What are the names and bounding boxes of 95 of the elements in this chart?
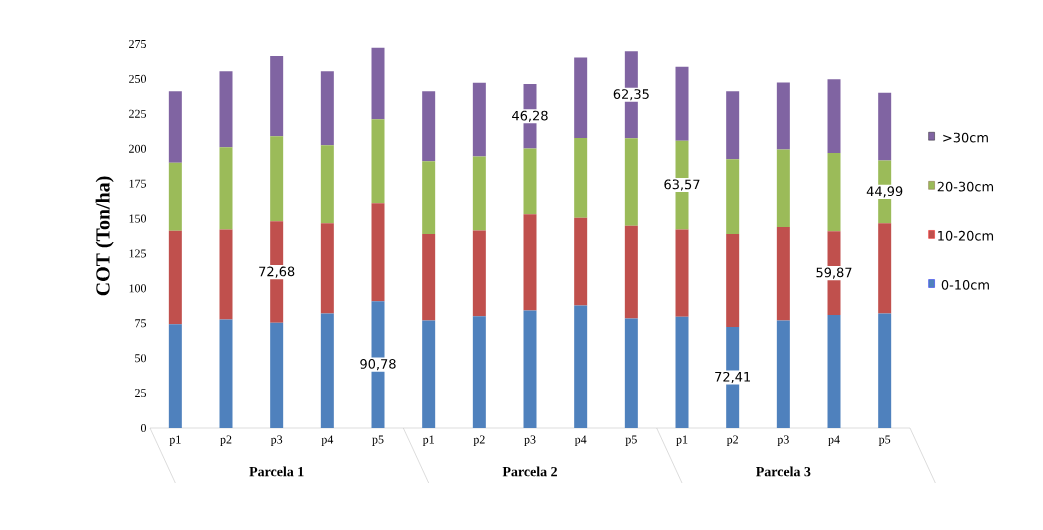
legend-label: 10-20cm [938, 230, 994, 241]
bar [320, 313, 334, 428]
y-tick-label: 50 [135, 354, 147, 363]
bar [776, 320, 790, 428]
bar [422, 234, 436, 321]
bar [168, 230, 182, 325]
text: Parcela 2 [502, 466, 557, 477]
bar [776, 227, 790, 321]
x-tick-label: p2 [220, 435, 232, 446]
bar [320, 71, 334, 146]
y-tick-label: 275 [129, 39, 147, 49]
x-tick-label: p5 [372, 435, 384, 446]
bar [624, 138, 638, 226]
y-tick-label: 175 [129, 179, 147, 188]
data-label: 90,78 [360, 359, 396, 371]
bar [472, 230, 486, 317]
bar [726, 234, 740, 327]
data-label: 72,41 [715, 371, 751, 383]
bar [219, 147, 233, 230]
x-tick-label: p3 [777, 435, 789, 446]
bar [776, 82, 790, 150]
bar [878, 92, 892, 161]
bar [219, 229, 233, 320]
bar [878, 313, 892, 428]
bar [827, 79, 841, 154]
data-label: 63,57 [664, 179, 700, 191]
bar [371, 119, 385, 204]
bar [726, 159, 740, 235]
y-tick-label: 225 [129, 109, 147, 118]
x-tick-label: p3 [270, 435, 283, 446]
bar [726, 91, 740, 160]
text: Parcela 1 [249, 466, 304, 477]
bar [827, 314, 841, 428]
bar [422, 91, 436, 162]
y-tick-label: 125 [129, 249, 147, 258]
bar [675, 229, 689, 317]
y-tick-label: 250 [129, 74, 147, 83]
y-tick-label: 0 [140, 423, 147, 433]
bar [422, 320, 436, 428]
bar [523, 310, 537, 428]
bar [371, 203, 385, 302]
bar [472, 156, 486, 231]
bar [168, 91, 182, 163]
x-tick-label: p4 [574, 435, 587, 446]
y-tick-label: 150 [129, 214, 147, 223]
bar [776, 149, 790, 228]
legend-label: 0-10cm [941, 279, 989, 290]
x-tick-label: p5 [625, 435, 637, 446]
bar [574, 137, 588, 218]
y-tick-label: 200 [129, 144, 147, 153]
bar [219, 71, 233, 148]
bar [523, 214, 537, 311]
bar [422, 161, 436, 235]
legend-label: 20-30cm [937, 181, 994, 192]
bar [827, 153, 841, 232]
y-tick-label: 100 [129, 284, 147, 293]
data-label: 62,35 [613, 89, 649, 101]
bar [472, 82, 486, 157]
bar [675, 66, 689, 141]
bar [472, 316, 486, 428]
x-tick-label: p3 [524, 435, 536, 446]
bar [320, 145, 334, 224]
y-tick-label: 25 [135, 389, 147, 398]
bar [371, 47, 385, 120]
x-tick-label: p4 [828, 435, 840, 446]
bar [168, 324, 182, 428]
bar [270, 56, 284, 137]
text: Parcela 3 [756, 466, 811, 477]
x-tick-label: p1 [422, 435, 434, 446]
bar [624, 318, 638, 428]
bar [624, 225, 638, 319]
bar [320, 223, 334, 314]
x-tick-label: p5 [878, 435, 891, 446]
x-tick-label: p2 [726, 435, 738, 446]
bar [523, 148, 537, 215]
bar [168, 162, 182, 231]
x-tick-label: p2 [473, 435, 485, 446]
bar [270, 136, 284, 222]
data-label: 59,87 [816, 267, 852, 279]
legend-label: >30cm [943, 132, 988, 143]
x-tick-label: p4 [321, 435, 334, 446]
data-label: 44,99 [866, 186, 903, 198]
bar [574, 217, 588, 306]
bar [270, 322, 284, 428]
data-label: 72,68 [259, 266, 295, 278]
x-tick-label: p1 [676, 435, 688, 446]
y-tick-label: 75 [135, 319, 147, 328]
bar [574, 305, 588, 428]
bar [574, 57, 588, 138]
data-label: 46,28 [512, 110, 548, 122]
bar [878, 223, 892, 314]
y-axis-title: COT (Ton/ha) [95, 176, 114, 296]
bar [219, 319, 233, 428]
bar [675, 316, 689, 428]
x-tick-label: p1 [169, 435, 181, 446]
